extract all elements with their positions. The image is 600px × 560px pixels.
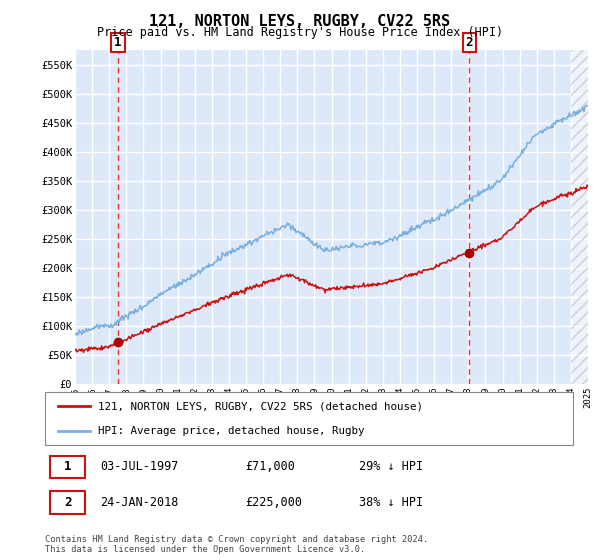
Text: £225,000: £225,000 (245, 496, 302, 509)
Text: 121, NORTON LEYS, RUGBY, CV22 5RS: 121, NORTON LEYS, RUGBY, CV22 5RS (149, 14, 451, 29)
Text: 03-JUL-1997: 03-JUL-1997 (100, 460, 179, 473)
Text: 1: 1 (114, 36, 121, 49)
FancyBboxPatch shape (50, 456, 85, 478)
Text: 121, NORTON LEYS, RUGBY, CV22 5RS (detached house): 121, NORTON LEYS, RUGBY, CV22 5RS (detac… (98, 402, 423, 412)
Text: 2: 2 (64, 496, 71, 509)
FancyBboxPatch shape (45, 392, 573, 445)
FancyBboxPatch shape (50, 491, 85, 514)
Text: Contains HM Land Registry data © Crown copyright and database right 2024.
This d: Contains HM Land Registry data © Crown c… (45, 535, 428, 554)
Text: 38% ↓ HPI: 38% ↓ HPI (359, 496, 423, 509)
Text: 29% ↓ HPI: 29% ↓ HPI (359, 460, 423, 473)
Text: 24-JAN-2018: 24-JAN-2018 (100, 496, 179, 509)
Text: 1: 1 (64, 460, 71, 473)
Bar (571, 50, 588, 384)
Text: Price paid vs. HM Land Registry's House Price Index (HPI): Price paid vs. HM Land Registry's House … (97, 26, 503, 39)
Text: HPI: Average price, detached house, Rugby: HPI: Average price, detached house, Rugb… (98, 426, 364, 436)
Text: 2: 2 (466, 36, 473, 49)
Text: £71,000: £71,000 (245, 460, 296, 473)
